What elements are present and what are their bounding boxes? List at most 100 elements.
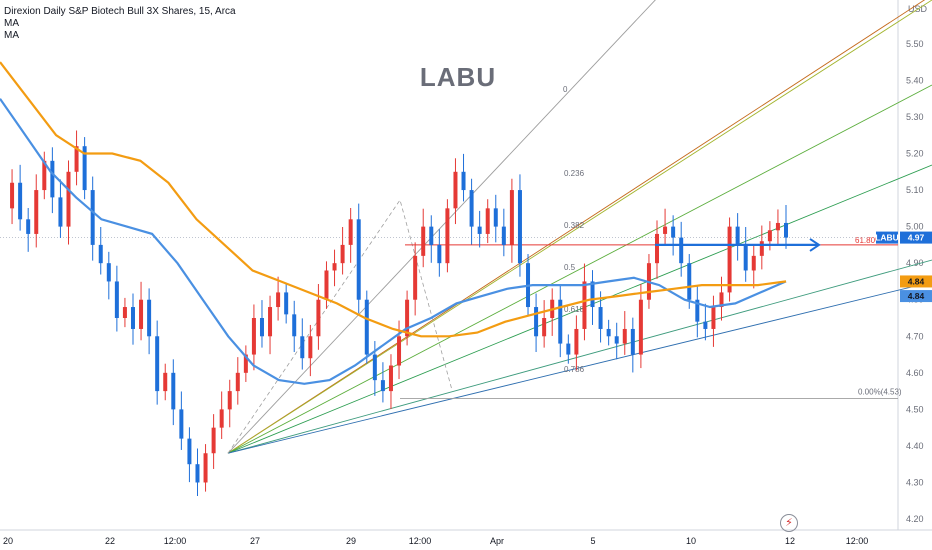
- x-tick-label: 5: [590, 536, 595, 546]
- y-tick-label: 4.40: [906, 441, 924, 451]
- candle-body: [784, 222, 788, 238]
- fib-fan-line: [227, 84, 932, 454]
- fib-fan-line: [227, 259, 932, 454]
- candle-body: [405, 299, 410, 337]
- ma-indicator-1[interactable]: MA: [4, 18, 19, 29]
- arrow-head: [809, 238, 821, 252]
- candle-body: [743, 244, 748, 271]
- symbol-title[interactable]: Direxion Daily S&P Biotech Bull 3X Share…: [4, 6, 236, 17]
- y-tick-label: 4.20: [906, 514, 924, 524]
- candle-body: [711, 307, 716, 329]
- candle-body: [300, 336, 305, 359]
- candle-body: [397, 336, 402, 366]
- x-tick-label: 20: [3, 536, 13, 546]
- fib-fan-label: 0.786: [564, 365, 585, 374]
- x-tick-label: 12:00: [409, 536, 432, 546]
- candle-body: [493, 208, 498, 227]
- candle-body: [316, 299, 321, 337]
- candle-body: [139, 299, 144, 329]
- candle-body: [42, 160, 47, 191]
- y-tick-label: 5.40: [906, 75, 924, 85]
- candle-body: [90, 190, 95, 245]
- candle-body: [356, 219, 361, 300]
- y-tick-label: 4.90: [906, 258, 924, 268]
- candle-body: [727, 226, 732, 293]
- candle-body: [292, 314, 297, 337]
- candle-body: [687, 263, 692, 300]
- y-tick-label: 4.50: [906, 404, 924, 414]
- candle-body: [703, 321, 708, 329]
- candle-body: [445, 208, 450, 264]
- fib-fan-label: 0: [563, 85, 568, 94]
- candle-body: [179, 409, 184, 439]
- y-tick-label: 5.10: [906, 185, 924, 195]
- candle-body: [50, 160, 55, 198]
- y-tick-label: 4.70: [906, 331, 924, 341]
- ma-fast-line: [0, 98, 787, 385]
- y-tick-label: 5.20: [906, 149, 924, 159]
- ma-slow-badge-bg: [900, 275, 932, 288]
- fib-fan-line: [227, 164, 932, 454]
- candle-body: [469, 190, 474, 227]
- candle-body: [308, 336, 313, 359]
- candle-body: [421, 226, 426, 256]
- candle-body: [130, 307, 135, 329]
- candle-body: [630, 328, 635, 355]
- fib-fan-label: 0.382: [564, 221, 585, 230]
- candle-body: [98, 244, 103, 264]
- candle-body: [606, 328, 611, 337]
- chart-legend: Direxion Daily S&P Biotech Bull 3X Share…: [4, 6, 236, 42]
- candle-body: [735, 226, 740, 245]
- candle-body: [388, 365, 393, 392]
- candle-body: [348, 219, 353, 245]
- ma-fast-badge: 4.84: [908, 291, 925, 301]
- candle-body: [622, 328, 627, 344]
- candle-body: [413, 255, 418, 300]
- fib-fan-line: [227, 0, 926, 454]
- x-tick-label: 12:00: [846, 536, 869, 546]
- candle-body: [114, 281, 119, 318]
- candle-body: [364, 299, 369, 355]
- candle-body: [461, 171, 466, 191]
- candle-body: [219, 409, 224, 428]
- candle-body: [155, 336, 160, 392]
- candle-body: [276, 292, 281, 308]
- y-tick-label: 5.50: [906, 39, 924, 49]
- candle-body: [429, 226, 434, 245]
- candle-body: [195, 464, 200, 483]
- fib-fan-label: 0.5: [564, 263, 576, 272]
- flash-icon[interactable]: ⚡: [780, 514, 798, 532]
- fib-fan-line: [227, 0, 656, 454]
- candle-body: [759, 241, 764, 256]
- y-tick-label: 4.60: [906, 368, 924, 378]
- candle-body: [679, 237, 684, 264]
- x-tick-label: 27: [250, 536, 260, 546]
- candle-body: [501, 226, 506, 245]
- fib-fan-label: 0.236: [564, 169, 585, 178]
- candle-body: [243, 354, 248, 373]
- candle-body: [566, 343, 571, 355]
- candle-body: [517, 190, 522, 264]
- candle-body: [340, 244, 345, 264]
- candle-body: [235, 372, 240, 392]
- symbol-badge-bg: [876, 231, 898, 244]
- candle-body: [122, 307, 127, 318]
- candle-body: [372, 354, 377, 381]
- candle-body: [775, 222, 780, 231]
- candle-body: [453, 171, 458, 209]
- candle-body: [227, 391, 232, 410]
- last-price-badge: 4.97: [908, 233, 925, 243]
- candle-body: [34, 190, 39, 234]
- candle-body: [638, 299, 643, 355]
- x-tick-label: 29: [346, 536, 356, 546]
- ma-indicator-2[interactable]: MA: [4, 30, 19, 41]
- fib-fan-label: 0.618: [564, 305, 585, 314]
- fib-level-label: 61.80%: [855, 236, 882, 245]
- candle-body: [18, 182, 23, 220]
- x-tick-label: 12: [785, 536, 795, 546]
- candle-body: [163, 372, 168, 392]
- candle-body: [74, 146, 79, 172]
- candle-body: [663, 226, 668, 234]
- candle-body: [695, 299, 700, 322]
